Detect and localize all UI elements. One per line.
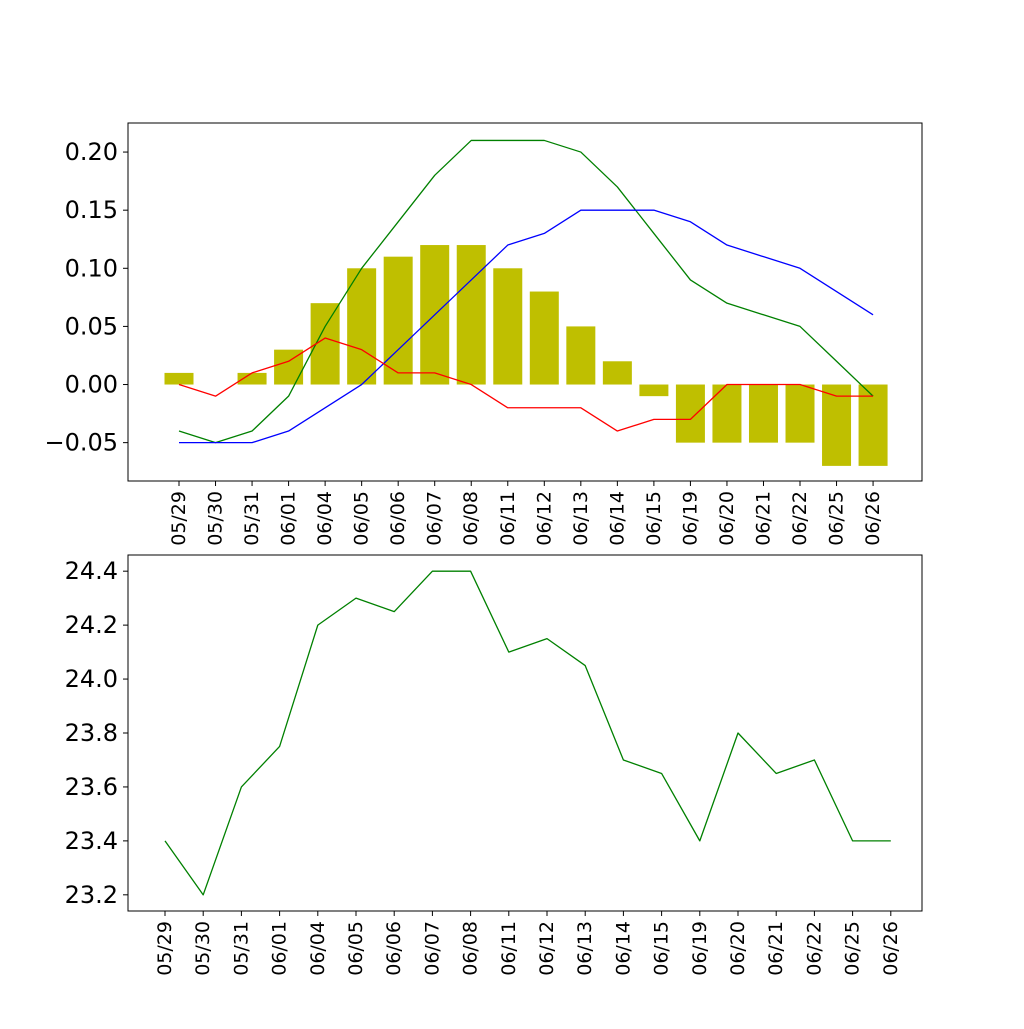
x-tick-label: 05/30 — [205, 491, 227, 546]
bar-06-25 — [822, 384, 852, 466]
series-line-0 — [164, 570, 891, 896]
top-chart-panel: −0.05 0.00 0.05 0.10 0.15 0.20 05/29 05/30 05/31… — [44, 122, 923, 546]
x-tick-label: 06/15 — [651, 921, 673, 976]
x-tick-label: 06/01 — [269, 921, 291, 976]
axes-frame — [127, 122, 923, 482]
y-tick-label: 23.8 — [65, 719, 118, 747]
x-tick-label: 06/13 — [570, 491, 592, 546]
series-line-0 — [178, 139, 874, 444]
x-tick-label: 06/19 — [689, 921, 711, 976]
y-tick-label: 24.0 — [65, 665, 118, 693]
bar-06-26 — [858, 384, 888, 466]
y-tick-label: 0.05 — [65, 312, 118, 340]
x-tick-label: 06/04 — [307, 921, 329, 976]
bar-06-13 — [566, 326, 596, 385]
x-tick-label: 06/14 — [606, 491, 628, 546]
x-tick-label: 06/04 — [314, 491, 336, 546]
x-tick-label: 06/22 — [803, 921, 825, 976]
y-tick-label: 24.4 — [65, 557, 118, 585]
y-tick-label: 0.00 — [65, 371, 118, 399]
x-tick-label: 06/05 — [351, 491, 373, 546]
bar-06-05 — [347, 268, 377, 385]
x-tick-label: 05/30 — [192, 921, 214, 976]
x-tick-label: 06/07 — [424, 491, 446, 546]
x-tick-label: 06/05 — [345, 921, 367, 976]
x-tick-label: 06/25 — [842, 921, 864, 976]
series-line-1 — [179, 209, 874, 444]
bar-06-12 — [529, 291, 559, 385]
x-tick-label: 06/08 — [460, 491, 482, 546]
y-tick-label: 23.6 — [65, 773, 118, 801]
bar-06-21 — [748, 384, 778, 443]
y-tick-label: 23.2 — [65, 881, 118, 909]
x-tick-label: 06/15 — [643, 491, 665, 546]
bar-06-11 — [493, 268, 523, 385]
x-tick-label: 05/31 — [230, 921, 252, 976]
x-tick-label: 06/22 — [789, 491, 811, 546]
axes-frame — [127, 554, 923, 912]
x-tick-label: 06/19 — [679, 491, 701, 546]
bar-06-15 — [639, 384, 669, 397]
x-tick-label: 06/21 — [752, 491, 774, 546]
x-tick-label: 06/06 — [387, 491, 409, 546]
bar-06-22 — [785, 384, 815, 443]
x-tick-label: 06/08 — [460, 921, 482, 976]
bar-06-14 — [602, 361, 632, 385]
x-tick-label: 05/29 — [168, 491, 190, 546]
bar-05-29 — [164, 372, 194, 385]
x-tick-label: 06/07 — [421, 921, 443, 976]
x-tick-label: 06/11 — [497, 491, 519, 546]
x-tick-label: 06/26 — [880, 921, 902, 976]
x-tick-label: 06/01 — [278, 491, 300, 546]
x-tick-label: 06/13 — [574, 921, 596, 976]
series-line-2 — [178, 337, 874, 432]
x-tick-label: 05/29 — [154, 921, 176, 976]
x-tick-label: 06/20 — [716, 491, 738, 546]
y-tick-label: 0.20 — [65, 138, 118, 166]
bar-06-19 — [675, 384, 705, 443]
x-tick-label: 06/26 — [862, 491, 884, 546]
x-tick-label: 06/12 — [533, 491, 555, 546]
y-tick-label: −0.05 — [44, 429, 118, 457]
bar-06-20 — [712, 384, 742, 443]
x-tick-label: 06/20 — [727, 921, 749, 976]
y-tick-label: 23.4 — [65, 827, 118, 855]
y-tick-label: 0.15 — [65, 196, 118, 224]
bar-06-08 — [456, 245, 486, 385]
x-tick-label: 05/31 — [241, 491, 263, 546]
x-tick-label: 06/21 — [765, 921, 787, 976]
y-tick-label: 24.2 — [65, 611, 118, 639]
bar-05-31 — [237, 372, 267, 385]
x-tick-label: 06/11 — [498, 921, 520, 976]
bar-06-06 — [383, 256, 413, 385]
y-tick-label: 0.10 — [65, 254, 118, 282]
x-tick-label: 06/25 — [826, 491, 848, 546]
x-tick-label: 06/12 — [536, 921, 558, 976]
bottom-chart-panel: 23.2 23.4 23.6 23.8 24.0 24.2 24.4 05/29 05/30 05… — [65, 554, 923, 976]
x-tick-label: 06/14 — [612, 921, 634, 976]
x-tick-label: 06/06 — [383, 921, 405, 976]
